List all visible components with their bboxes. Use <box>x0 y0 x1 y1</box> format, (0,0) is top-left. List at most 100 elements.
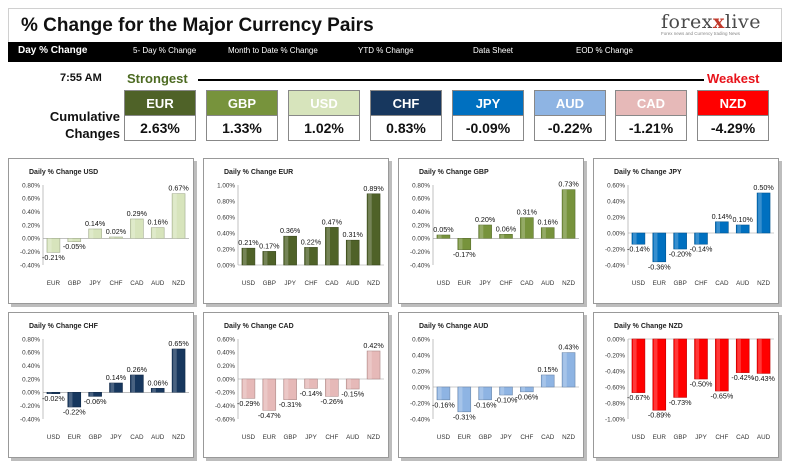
data-label: 0.15% <box>538 365 559 374</box>
bar-highlight <box>68 238 73 242</box>
bar-aud <box>756 338 771 374</box>
x-tick-label: AUD <box>151 280 165 287</box>
data-label: -0.29% <box>237 399 260 408</box>
bar-highlight <box>500 234 505 239</box>
x-tick-label: GBP <box>263 280 276 287</box>
bar-highlight <box>758 339 762 374</box>
x-tick-label: NZD <box>172 434 185 441</box>
logo-end: live <box>724 11 761 33</box>
data-label: -0.06% <box>515 392 538 401</box>
data-label: -0.20% <box>669 250 692 259</box>
bar-usd <box>631 338 646 393</box>
x-tick-label: CHF <box>695 280 708 287</box>
logo-x: x <box>713 11 725 33</box>
data-label: 0.47% <box>322 217 343 226</box>
currency-box-jpy: JPY -0.09% <box>452 90 524 141</box>
bar-nzd <box>366 193 381 266</box>
data-label: -0.16% <box>474 400 497 409</box>
data-label: 0.43% <box>558 343 579 352</box>
y-tick-label: 0.40% <box>412 352 430 359</box>
forexlive-logo[interactable]: forexxlive Forex news and Currency tradi… <box>661 11 771 41</box>
bar-highlight <box>89 392 94 397</box>
x-tick-label: CAD <box>520 280 534 287</box>
logo-text: forexxlive <box>661 11 771 33</box>
bar-highlight <box>89 229 94 239</box>
chart-title: Daily % Change GBP <box>419 169 489 176</box>
nav-eod-change[interactable]: EOD % Change <box>576 46 633 55</box>
nav-5-day-change[interactable]: 5- Day % Change <box>133 46 197 55</box>
data-label: 0.65% <box>168 339 189 348</box>
data-label: 0.50% <box>753 183 774 192</box>
y-tick-label: -0.80% <box>605 400 625 407</box>
bar-chart: Daily % Change USD 0.80% 0.60% 0.40% 0.20% 0.… <box>20 169 189 287</box>
data-label: 0.14% <box>106 373 127 382</box>
bar-jpy <box>109 382 123 393</box>
currency-box-gbp: GBP 1.33% <box>206 90 278 141</box>
x-tick-label: EUR <box>458 280 472 287</box>
data-label: 0.73% <box>558 180 579 189</box>
logo-main: forex <box>661 11 714 33</box>
strength-line <box>198 79 704 81</box>
data-label: -0.10% <box>495 396 518 405</box>
y-tick-label: 0.20% <box>607 214 625 221</box>
x-tick-label: CAD <box>715 280 729 287</box>
data-label: 0.26% <box>127 365 148 374</box>
data-label: -0.65% <box>710 392 733 401</box>
chart-title: Daily % Change AUD <box>419 323 488 330</box>
bar-usd <box>436 234 451 239</box>
y-tick-label: -0.20% <box>605 246 625 253</box>
y-tick-label: -0.40% <box>410 416 430 423</box>
y-tick-label: 0.80% <box>412 182 430 189</box>
bar-chart: Daily % Change GBP 0.80% 0.60% 0.40% 0.20% 0.… <box>410 169 579 287</box>
nav-month-to-date-change[interactable]: Month to Date % Change <box>228 46 318 55</box>
bar-chf <box>520 386 534 393</box>
currency-name: AUD <box>535 91 605 116</box>
bar-highlight <box>737 225 741 233</box>
bar-chf <box>715 338 729 392</box>
data-label: 0.89% <box>363 184 384 193</box>
data-label: 0.06% <box>148 378 169 387</box>
chart-panel-7: Daily % Change AUD 0.60% 0.40% 0.20% 0.00% -0… <box>398 312 584 458</box>
bar-highlight <box>152 388 156 393</box>
bar-highlight <box>542 375 546 387</box>
x-tick-label: JPY <box>89 280 101 287</box>
bar-highlight <box>152 227 156 239</box>
bar-highlight <box>347 379 351 389</box>
y-tick-label: 0.20% <box>412 222 430 229</box>
bar-highlight <box>347 240 351 265</box>
bar-chart: Daily % Change JPY 0.60% 0.40% 0.20% 0.00% -0… <box>605 169 774 287</box>
data-label: -0.21% <box>42 253 65 262</box>
bar-usd <box>241 247 256 266</box>
y-tick-label: 0.00% <box>412 384 430 391</box>
x-tick-label: JPY <box>110 434 122 441</box>
bar-chf <box>325 378 339 397</box>
bar-eur <box>652 232 667 263</box>
y-tick-label: 0.40% <box>412 209 430 216</box>
bar-highlight <box>653 339 658 411</box>
bar-highlight <box>263 379 268 411</box>
y-tick-label: 0.00% <box>22 236 40 243</box>
y-tick-label: -0.40% <box>410 262 430 269</box>
bar-jpy <box>694 338 708 380</box>
currency-cumulative-value: -0.09% <box>465 120 511 136</box>
y-tick-label: 0.60% <box>412 196 430 203</box>
nav-ytd-change[interactable]: YTD % Change <box>358 46 414 55</box>
nav-day-change[interactable]: Day % Change <box>18 45 88 56</box>
x-tick-label: CAD <box>736 434 750 441</box>
chart-panel-1: Daily % Change USD 0.80% 0.60% 0.40% 0.20% 0.… <box>8 158 194 304</box>
bar-highlight <box>284 236 289 265</box>
bar-nzd <box>561 189 576 239</box>
chart-title: Daily % Change CAD <box>224 323 294 330</box>
y-tick-label: -0.40% <box>605 262 625 269</box>
bar-highlight <box>737 339 741 373</box>
bar-highlight <box>674 233 679 249</box>
nav-data-sheet[interactable]: Data Sheet <box>473 46 514 55</box>
bar-highlight <box>716 339 721 391</box>
currency-name: CHF <box>371 91 441 116</box>
x-tick-label: GBP <box>478 434 491 441</box>
data-label: -0.15% <box>341 390 364 399</box>
currency-cumulative-value: -0.22% <box>547 120 593 136</box>
bar-jpy <box>88 228 102 239</box>
bar-highlight <box>716 221 721 233</box>
